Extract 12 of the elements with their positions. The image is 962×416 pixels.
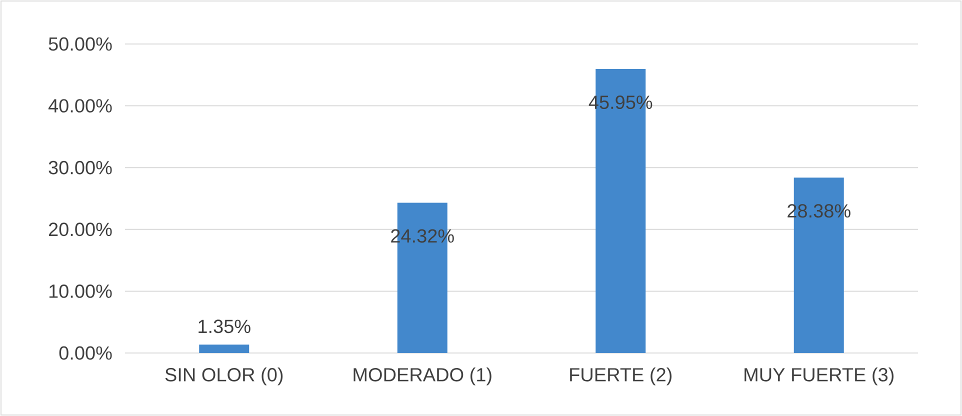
y-tick-label: 20.00% [48,222,112,236]
y-tick-label: 0.00% [59,346,112,360]
x-tick-label: SIN OLOR (0) [165,368,283,386]
x-tick-label: FUERTE (2) [570,368,672,386]
y-tick-label: 30.00% [48,160,112,174]
y-tick-label: 40.00% [48,99,112,113]
y-tick-label: 50.00% [48,37,112,51]
bar [199,344,250,353]
y-tick-label: 10.00% [49,284,112,298]
data-label: 1.35% [198,320,250,334]
x-tick-label: MUY FUERTE (3) [744,368,894,386]
x-tick-label: MODERADO (1) [354,368,492,386]
